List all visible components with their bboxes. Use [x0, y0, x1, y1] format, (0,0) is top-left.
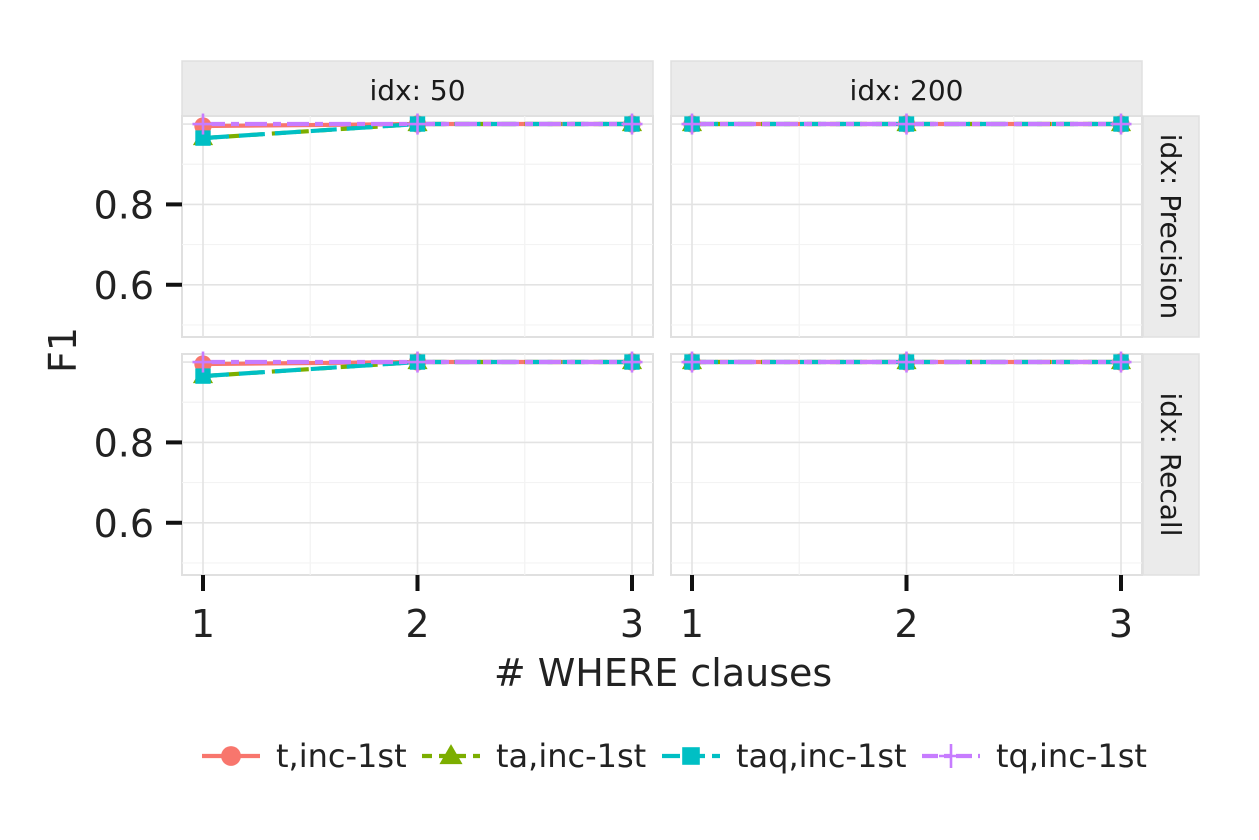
marker-plus	[1110, 113, 1132, 135]
strip-label: idx: Precision	[1154, 134, 1187, 319]
marker-square	[195, 130, 211, 146]
panel-precision-idx50	[181, 113, 654, 338]
marker-circle	[221, 746, 241, 766]
marker-plus	[621, 113, 643, 135]
legend-item-taq-inc-1st: taq,inc-1st	[662, 737, 907, 775]
panel-recall-idx200	[670, 351, 1143, 576]
y-axis-title: F1	[41, 327, 85, 373]
facet-panels: idx: 50 idx: 200 idx: Precision idx: Recall	[181, 60, 1200, 576]
legend-label: tq,inc-1st	[996, 737, 1147, 775]
point-triangle	[439, 744, 463, 765]
marker-plus	[681, 351, 703, 373]
row-strip-recall: idx: Recall	[1142, 353, 1200, 576]
column-strip-idx50: idx: 50	[181, 60, 654, 117]
y-tick-label: 0.6	[94, 264, 154, 308]
marker-triangle	[439, 744, 463, 765]
legend-label: taq,inc-1st	[736, 737, 907, 775]
column-strip-idx200: idx: 200	[670, 60, 1143, 117]
y-tick-label: 0.6	[94, 502, 154, 546]
marker-plus	[407, 113, 428, 135]
x-tick-label: 3	[1109, 602, 1133, 646]
marker-square	[195, 368, 211, 384]
strip-label: idx: 50	[369, 74, 465, 107]
legend-label: ta,inc-1st	[496, 737, 646, 775]
y-tick-label: 0.8	[94, 421, 154, 465]
point-square	[682, 747, 700, 765]
x-tick-label: 2	[405, 602, 429, 646]
legend-item-t-inc-1st: t,inc-1st	[202, 737, 407, 775]
marker-plus	[896, 113, 917, 135]
marker-square	[682, 747, 700, 765]
x-tick-label: 1	[680, 602, 704, 646]
marker-plus	[939, 744, 963, 768]
point-square	[195, 130, 211, 146]
strip-background	[670, 60, 1143, 117]
row-strip-precision: idx: Precision	[1142, 115, 1200, 338]
point-square	[195, 368, 211, 384]
strip-label: idx: 200	[850, 74, 964, 107]
marker-plus	[192, 113, 214, 135]
x-axis-title: # WHERE clauses	[494, 651, 832, 695]
strip-label: idx: Recall	[1154, 393, 1187, 537]
axes: 0.60.80.60.81 2 3 1 2 3	[94, 183, 1134, 646]
point-circle	[221, 746, 241, 766]
legend: t,inc-1st ta,inc-1st taq,inc-1st tq,inc-1st	[202, 737, 1147, 775]
marker-plus	[192, 351, 214, 373]
marker-plus	[681, 113, 703, 135]
x-tick-label: 1	[191, 602, 215, 646]
strip-background	[1142, 115, 1200, 338]
legend-item-ta-inc-1st: ta,inc-1st	[422, 737, 646, 775]
marker-plus	[407, 351, 428, 373]
marker-plus	[896, 351, 917, 373]
strip-background	[1142, 353, 1200, 576]
y-tick-label: 0.8	[94, 183, 154, 227]
legend-label: t,inc-1st	[276, 737, 407, 775]
panel-precision-idx200	[670, 113, 1143, 338]
x-tick-label: 2	[894, 602, 918, 646]
strip-background	[181, 60, 654, 117]
panel-recall-idx50	[181, 351, 654, 576]
legend-item-tq-inc-1st: tq,inc-1st	[922, 737, 1147, 775]
x-tick-label: 3	[620, 602, 644, 646]
marker-plus	[621, 351, 643, 373]
marker-plus	[1110, 351, 1132, 373]
